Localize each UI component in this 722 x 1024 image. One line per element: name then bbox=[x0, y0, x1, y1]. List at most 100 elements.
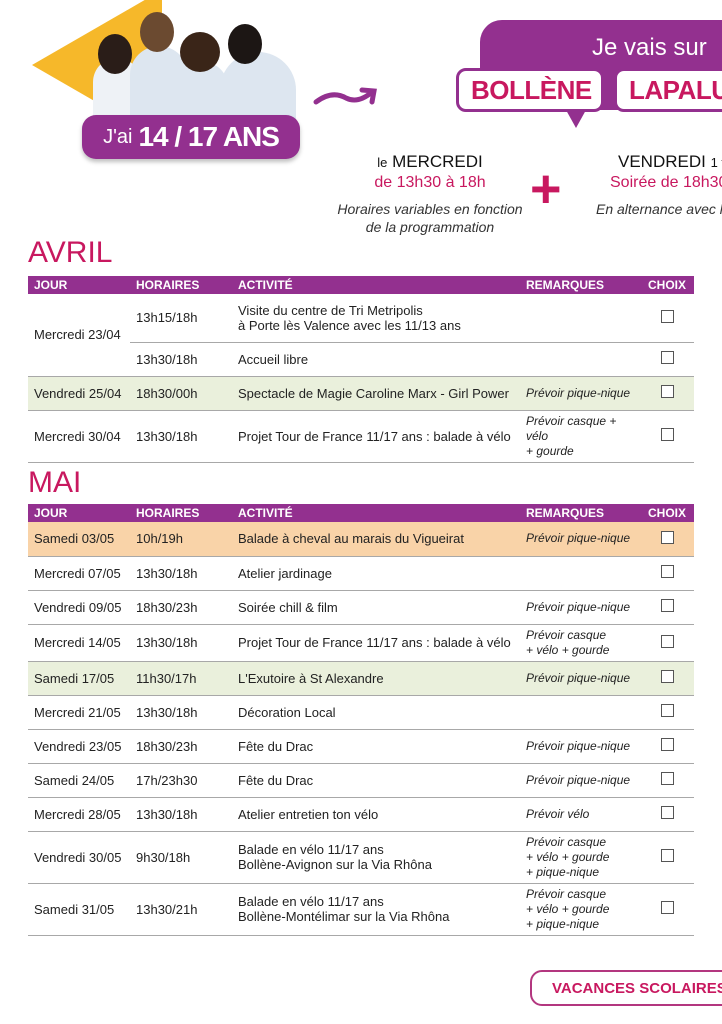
column-header: HORAIRES bbox=[130, 276, 232, 294]
choice-checkbox[interactable] bbox=[660, 309, 674, 323]
table-header: JOUR HORAIRES ACTIVITÉ REMARQUES CHOIX bbox=[28, 276, 694, 294]
choice-checkbox[interactable] bbox=[660, 634, 674, 648]
day-cell: Samedi 03/05 bbox=[28, 522, 130, 557]
city-bollene: BOLLÈNE bbox=[456, 68, 604, 112]
column-header: REMARQUES bbox=[520, 276, 640, 294]
column-header: JOUR bbox=[28, 504, 130, 522]
time-cell: 18h30/23h bbox=[130, 590, 232, 625]
choice-checkbox[interactable] bbox=[660, 738, 674, 751]
time-cell: 10h/19h bbox=[130, 522, 232, 557]
month-title-avril: AVRIL bbox=[28, 236, 113, 269]
activity-cell: Visite du centre de Tri Metripolis à Por… bbox=[232, 294, 520, 343]
column-header: HORAIRES bbox=[130, 504, 232, 522]
table-row: Mercredi 14/05 13h30/18h Projet Tour de Fr… bbox=[28, 624, 694, 662]
day-cell: Samedi 24/05 bbox=[28, 763, 130, 798]
day-cell: Mercredi 14/05 bbox=[28, 624, 130, 662]
remark-cell bbox=[520, 294, 640, 343]
day-cell: Mercredi 07/05 bbox=[28, 556, 130, 591]
remark-cell: Prévoir pique-nique bbox=[520, 590, 640, 625]
remark-cell bbox=[520, 695, 640, 730]
choice-checkbox[interactable] bbox=[660, 565, 674, 578]
choice-checkbox[interactable] bbox=[660, 351, 674, 364]
table-row: Samedi 03/05 10h/19h Balade à cheval au ma… bbox=[28, 522, 694, 557]
time-cell: 17h/23h30 bbox=[130, 763, 232, 798]
day-cell: Vendredi 23/05 bbox=[28, 729, 130, 764]
activity-cell: Accueil libre bbox=[232, 342, 520, 377]
bubble-title: Je vais sur bbox=[592, 34, 707, 61]
choice-checkbox[interactable] bbox=[660, 670, 674, 683]
choice-checkbox[interactable] bbox=[660, 599, 674, 612]
choice-checkbox[interactable] bbox=[660, 901, 674, 914]
arrow-icon bbox=[313, 87, 377, 105]
activity-cell: Atelier entretien ton vélo bbox=[232, 797, 520, 832]
choice-checkbox[interactable] bbox=[660, 428, 674, 441]
choice-checkbox[interactable] bbox=[660, 772, 674, 785]
choice-checkbox[interactable] bbox=[660, 385, 674, 398]
choice-cell bbox=[640, 294, 694, 343]
choice-checkbox[interactable] bbox=[660, 806, 674, 819]
time-cell: 18h30/23h bbox=[130, 729, 232, 764]
table-header: JOUR HORAIRES ACTIVITÉ REMARQUES CHOIX bbox=[28, 504, 694, 522]
column-header: ACTIVITÉ bbox=[232, 276, 520, 294]
time-cell: 9h30/18h bbox=[130, 831, 232, 884]
day-cell: Vendredi 30/05 bbox=[28, 831, 130, 884]
age-range: 14 / 17 ANS bbox=[138, 121, 279, 152]
remark-cell: Prévoir pique-nique bbox=[520, 376, 640, 411]
time-cell: 13h30/18h bbox=[130, 556, 232, 591]
remark-cell: Prévoir pique-nique bbox=[520, 522, 640, 557]
activity-cell: Fête du Drac bbox=[232, 763, 520, 798]
activity-cell: Projet Tour de France 11/17 ans : balade… bbox=[232, 410, 520, 463]
table-row: Vendredi 30/05 9h30/18h Balade en vélo 11/… bbox=[28, 831, 694, 884]
day-cell: Mercredi 28/05 bbox=[28, 797, 130, 832]
time-cell: 13h30/18h bbox=[130, 410, 232, 463]
table-row: Samedi 24/05 17h/23h30 Fête du Drac Prévoir… bbox=[28, 763, 694, 798]
activity-cell: Soirée chill & film bbox=[232, 590, 520, 625]
column-header: CHOIX bbox=[640, 276, 694, 294]
day-cell: Mercredi 21/05 bbox=[28, 695, 130, 730]
age-badge: J'ai 14 / 17 ANS bbox=[82, 115, 300, 159]
remark-cell: Prévoir casque + vélo + gourde + pique-n… bbox=[520, 883, 640, 936]
table-row: Vendredi 25/04 18h30/00h Spectacle de Magi… bbox=[28, 376, 694, 411]
column-header: CHOIX bbox=[640, 504, 694, 522]
note: En alternance avec le bbox=[596, 201, 722, 217]
time: Soirée de 18h30 bbox=[610, 174, 722, 191]
table-row: Samedi 31/05 13h30/21h Balade en vélo 11/1… bbox=[28, 883, 694, 936]
choice-cell bbox=[640, 763, 694, 798]
day-cell: Vendredi 25/04 bbox=[28, 376, 130, 411]
table-row: Vendredi 23/05 18h30/23h Fête du Drac Prévo… bbox=[28, 729, 694, 764]
choice-cell bbox=[640, 342, 694, 377]
time: de 13h30 à 18h bbox=[374, 174, 486, 191]
mai-table: JOUR HORAIRES ACTIVITÉ REMARQUES CHOIX Samedi… bbox=[28, 504, 694, 936]
choice-cell bbox=[640, 590, 694, 625]
choice-cell bbox=[640, 556, 694, 591]
column-header: ACTIVITÉ bbox=[232, 504, 520, 522]
choice-checkbox[interactable] bbox=[660, 849, 674, 862]
day-prefix: le bbox=[377, 155, 388, 170]
day-suffix: 1 f bbox=[710, 155, 722, 170]
vacances-scolaires-label: VACANCES SCOLAIRES : bbox=[530, 970, 722, 1006]
time-cell: 13h15/18h bbox=[130, 294, 232, 343]
choice-checkbox[interactable] bbox=[660, 704, 674, 717]
choice-checkbox[interactable] bbox=[660, 530, 674, 544]
remark-cell: Prévoir casque + vélo + gourde bbox=[520, 410, 640, 463]
time-cell: 13h30/18h bbox=[130, 797, 232, 832]
table-row: Vendredi 09/05 18h30/23h Soirée chill & fi… bbox=[28, 590, 694, 625]
day-cell: Vendredi 09/05 bbox=[28, 590, 130, 625]
time-cell: 11h30/17h bbox=[130, 661, 232, 696]
remark-cell: Prévoir pique-nique bbox=[520, 661, 640, 696]
remark-cell: Prévoir pique-nique bbox=[520, 763, 640, 798]
note: de la programmation bbox=[365, 219, 495, 235]
remark-cell bbox=[520, 556, 640, 591]
remark-cell bbox=[520, 342, 640, 377]
day-cell: Samedi 17/05 bbox=[28, 661, 130, 696]
activity-cell: Spectacle de Magie Caroline Marx - Girl … bbox=[232, 376, 520, 411]
choice-cell bbox=[640, 522, 694, 557]
bubble-tail bbox=[566, 110, 586, 128]
activity-cell: L'Exutoire à St Alexandre bbox=[232, 661, 520, 696]
day: VENDREDI bbox=[618, 152, 706, 171]
friday-schedule: VENDREDI 1 f Soirée de 18h30 En alternan… bbox=[596, 152, 722, 218]
day-cell: Mercredi 30/04 bbox=[28, 410, 130, 463]
activity-cell: Projet Tour de France 11/17 ans : balade… bbox=[232, 624, 520, 662]
choice-cell bbox=[640, 797, 694, 832]
city-lapalud: LAPALU bbox=[614, 68, 722, 112]
